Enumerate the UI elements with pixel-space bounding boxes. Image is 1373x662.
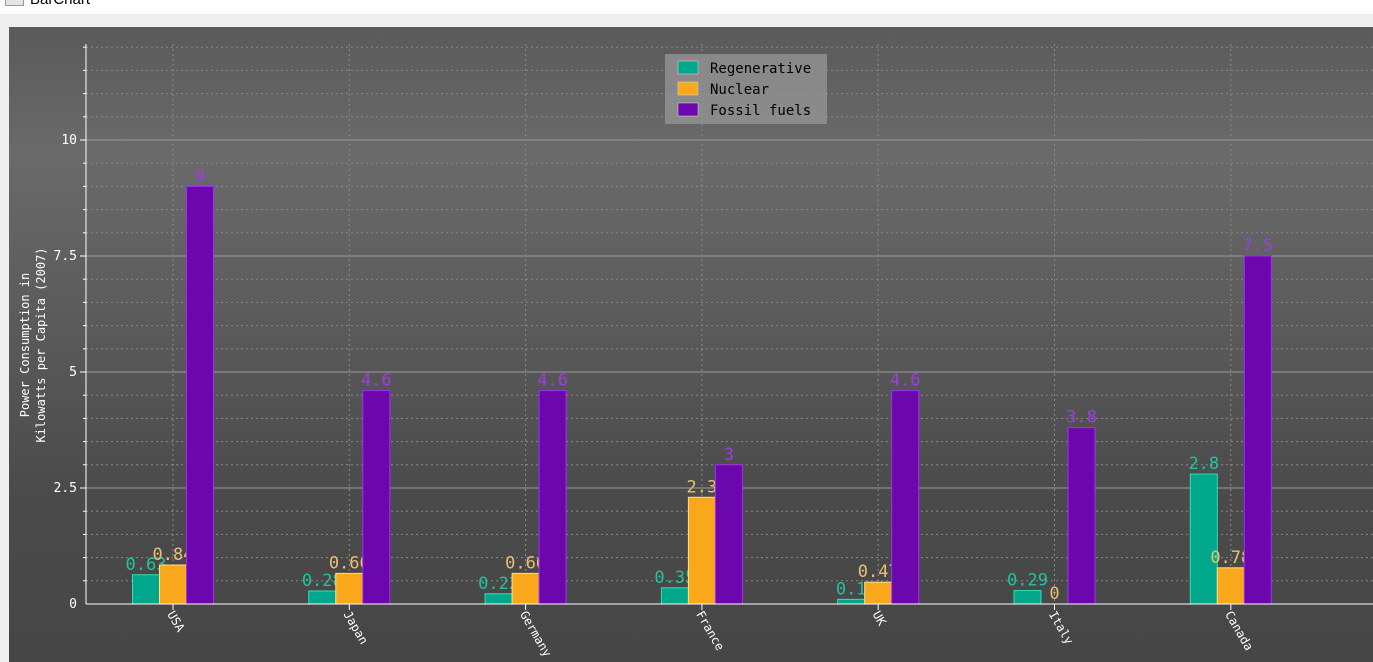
data-label: 4.6 (361, 371, 392, 391)
data-label: 0.1 (836, 579, 867, 599)
title-bar: BarChart (0, 0, 1373, 14)
legend-swatch (677, 102, 699, 117)
bar-nuclear (864, 581, 893, 605)
data-label: 0.35 (654, 568, 695, 588)
data-label: 0.66 (505, 553, 546, 573)
bars: 0.630.8490.280.664.60.220.664.60.352.330… (126, 166, 1273, 605)
data-label: 3.8 (1066, 408, 1097, 428)
grid (86, 44, 1373, 604)
legend-item: Fossil fuels (710, 103, 811, 119)
window-title: BarChart (30, 0, 90, 8)
data-label: 0.63 (126, 555, 167, 575)
data-label: 4.6 (537, 371, 568, 391)
data-label: 2.3 (687, 477, 718, 497)
bar-nuclear (335, 572, 364, 605)
bar-nuclear (159, 564, 187, 605)
y-tick-label: 2.5 (54, 481, 77, 496)
data-label: 0.29 (1007, 571, 1048, 591)
bar-nuclear (511, 572, 540, 605)
y-tick-label: 5 (69, 365, 77, 380)
bar-nuclear (687, 496, 716, 605)
data-label: 0.84 (153, 545, 194, 565)
data-label: 0.22 (478, 574, 519, 594)
bar-fossil-fuels (1243, 255, 1272, 605)
y-tick-label: 7.5 (54, 249, 77, 264)
bar-fossil-fuels (538, 390, 567, 605)
data-label: 0.28 (302, 571, 343, 591)
legend-swatch (677, 81, 699, 96)
bar-fossil-fuels (186, 185, 214, 605)
y-tick-label: 10 (61, 133, 77, 148)
bar-fossil-fuels (362, 390, 391, 605)
y-tick-label: 0 (69, 597, 77, 612)
data-label: 4.6 (890, 371, 921, 391)
bar-regenerative (132, 574, 160, 605)
y-axis-title: Power Consumption in Kilowatts per Capit… (18, 247, 48, 442)
data-label: 3 (724, 445, 734, 465)
legend: Regenerative Nuclear Fossil fuels (665, 54, 827, 124)
x-tick-label: UK (870, 609, 890, 629)
bar-fossil-fuels (1067, 427, 1096, 605)
data-label: 7.5 (1242, 236, 1273, 256)
data-label: 0.47 (858, 562, 899, 582)
bar-regenerative (484, 593, 513, 605)
data-label: 2.8 (1188, 454, 1219, 474)
app-icon (5, 0, 24, 6)
legend-swatch (677, 60, 699, 75)
bar-fossil-fuels (891, 390, 920, 605)
legend-item: Regenerative (710, 61, 811, 77)
bar-regenerative (1189, 473, 1218, 605)
bar-regenerative (308, 590, 337, 605)
data-label: 0.66 (329, 553, 370, 573)
data-label: 0.78 (1210, 548, 1251, 568)
bar-chart: 0.630.8490.280.664.60.220.664.60.352.330… (9, 27, 1373, 662)
legend-item: Nuclear (710, 82, 769, 98)
y-axis-title-line-1: Power Consumption in (18, 273, 32, 418)
bar-fossil-fuels (714, 464, 743, 605)
bar-regenerative (1013, 590, 1042, 605)
data-label: 9 (195, 166, 205, 186)
bar-regenerative (660, 587, 689, 605)
data-label: 0 (1049, 584, 1059, 604)
y-axis-title-line-2: Kilowatts per Capita (2007) (34, 247, 48, 442)
bar-regenerative (837, 598, 866, 605)
bar-nuclear (1216, 567, 1245, 605)
